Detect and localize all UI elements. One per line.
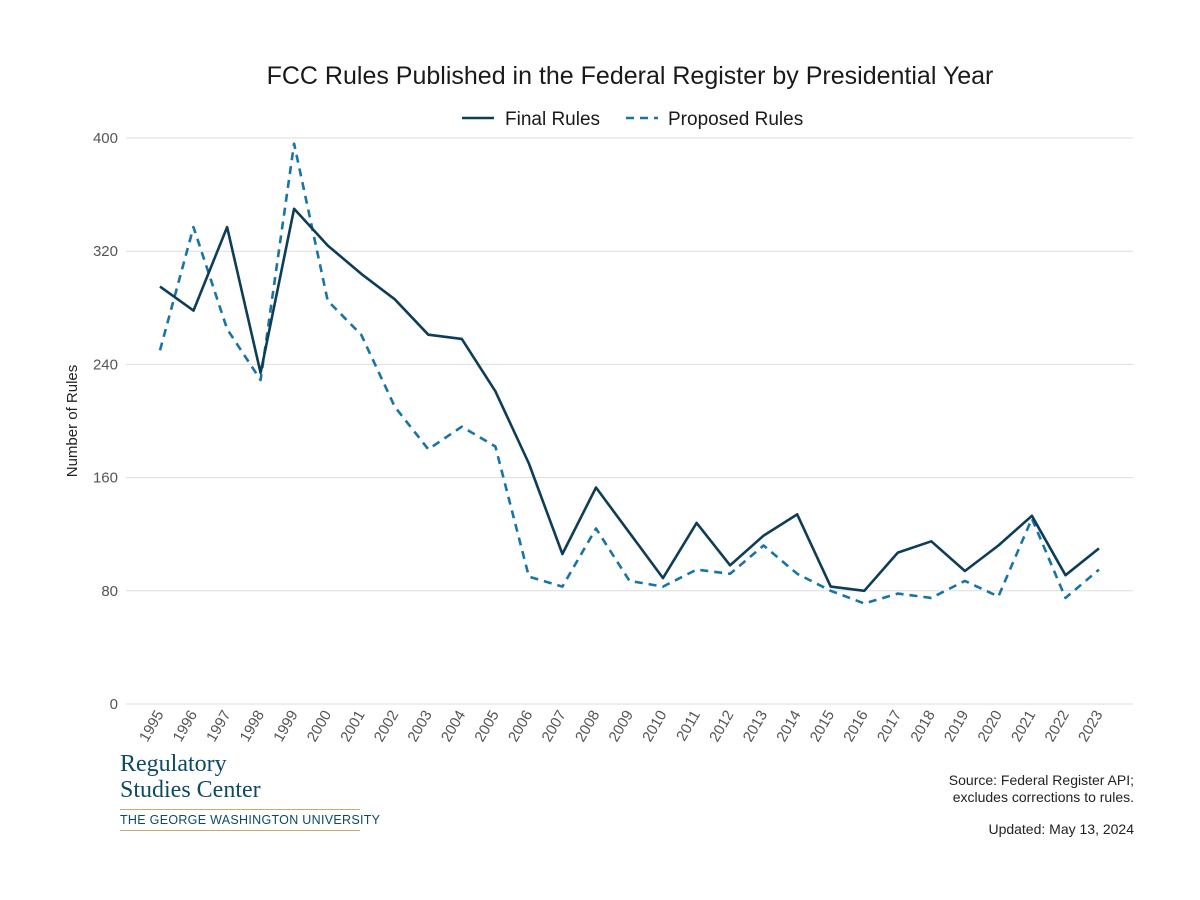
series-line-proposed-rules [158, 142, 1100, 605]
x-tick-label-1999: 1999 [270, 708, 301, 745]
y-axis-label: Number of Rules [64, 365, 81, 478]
gridlines [126, 137, 1133, 705]
x-tick-label-2001: 2001 [337, 708, 368, 745]
source-line-2: excludes corrections to rules. [952, 789, 1134, 805]
x-tick-label-2010: 2010 [639, 708, 670, 745]
legend-label-final-rules: Final Rules [505, 109, 600, 130]
x-tick-label-2000: 2000 [304, 708, 335, 745]
x-tick-label-2023: 2023 [1075, 708, 1106, 745]
series-lines [158, 142, 1100, 605]
y-tick-label-240: 240 [93, 356, 118, 373]
x-tick-label-2012: 2012 [706, 708, 737, 745]
source-note: Source: Federal Register API; excludes c… [949, 772, 1134, 806]
x-tick-label-1996: 1996 [170, 708, 201, 745]
x-tick-label-2019: 2019 [941, 708, 972, 745]
y-tick-label-320: 320 [93, 243, 118, 260]
x-tick-label-2020: 2020 [974, 707, 1005, 744]
x-tick-label-2004: 2004 [438, 708, 469, 745]
y-tick-label-0: 0 [110, 696, 118, 713]
x-tick-label-2007: 2007 [538, 708, 569, 745]
legend: Final Rules Proposed Rules [462, 109, 803, 130]
x-tick-label-1995: 1995 [136, 708, 167, 745]
x-tick-label-2006: 2006 [505, 708, 536, 745]
x-tick-label-1998: 1998 [237, 708, 268, 745]
x-tick-label-2021: 2021 [1008, 708, 1039, 745]
x-tick-label-2013: 2013 [740, 708, 771, 745]
updated-date: Updated: May 13, 2024 [988, 821, 1134, 837]
logo-divider-bottom [120, 830, 360, 831]
logo-line-1: Regulatory [120, 751, 227, 777]
y-tick-label-80: 80 [101, 583, 118, 600]
x-tick-label-2002: 2002 [371, 708, 402, 745]
x-tick-label-2018: 2018 [907, 708, 938, 745]
legend-label-proposed-rules: Proposed Rules [668, 109, 803, 130]
x-tick-label-1997: 1997 [203, 708, 234, 745]
x-axis-ticks: 1995 1996 1997 1998 1999 2000 2001 2002 2003 2004… [136, 707, 1106, 744]
x-tick-label-2011: 2011 [673, 708, 704, 744]
x-tick-label-2003: 2003 [404, 708, 435, 745]
x-tick-label-2014: 2014 [773, 708, 804, 745]
x-tick-label-2005: 2005 [471, 708, 502, 745]
y-tick-label-160: 160 [93, 470, 118, 487]
y-axis-ticks: 0 80 160 240 320 400 [93, 130, 118, 713]
logo-line-2: Studies Center [120, 777, 261, 803]
series-line-final-rules [159, 207, 1100, 593]
logo-divider [120, 809, 360, 810]
line-chart: FCC Rules Published in the Federal Regis… [64, 62, 1133, 745]
x-tick-label-2017: 2017 [874, 708, 905, 745]
x-tick-label-2009: 2009 [606, 708, 637, 745]
logo-university: THE GEORGE WASHINGTON UNIVERSITY [120, 813, 381, 827]
chart-title: FCC Rules Published in the Federal Regis… [267, 62, 994, 90]
rsc-logo: Regulatory Studies Center THE GEORGE WAS… [120, 751, 381, 831]
x-tick-label-2022: 2022 [1042, 708, 1073, 745]
x-tick-label-2016: 2016 [840, 708, 871, 745]
x-tick-label-2015: 2015 [807, 708, 838, 745]
x-tick-label-2008: 2008 [572, 708, 603, 745]
source-line-1: Source: Federal Register API; [948, 772, 1134, 788]
y-tick-label-400: 400 [93, 130, 118, 147]
